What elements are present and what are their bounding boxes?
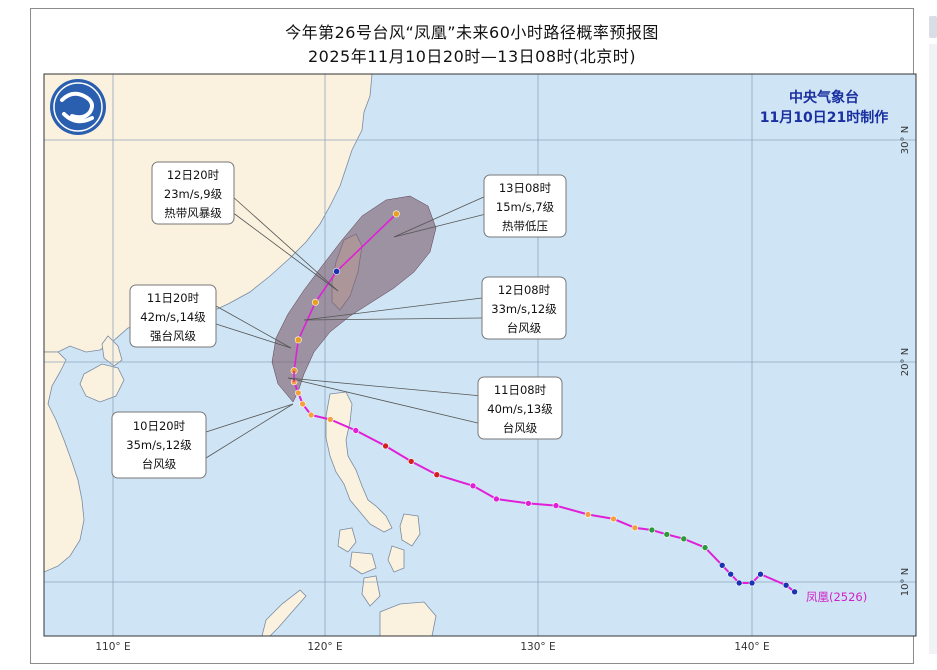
lon-label-140: 140° E xyxy=(734,641,769,653)
scrollbar-thumb[interactable] xyxy=(929,16,937,38)
callout-level: 热带风暴级 xyxy=(164,206,222,220)
observed-track-point xyxy=(469,482,477,490)
observed-track-point xyxy=(525,500,532,507)
observed-track-point xyxy=(735,579,743,587)
land-peninsula xyxy=(101,335,123,367)
observed-track-point xyxy=(433,471,441,479)
observed-track-point xyxy=(352,427,360,434)
probability-cone xyxy=(271,195,437,403)
land-leyte xyxy=(387,545,405,573)
callout-box-12d20: 12日20时 23m/s,9级 热带风暴级 xyxy=(151,161,235,225)
observed-track-point xyxy=(610,515,617,523)
observed-track-point xyxy=(552,502,560,509)
scrollbar-track[interactable] xyxy=(929,44,937,654)
observed-track-point xyxy=(407,458,415,465)
callout-wind: 42m/s,14级 xyxy=(140,310,206,324)
callout-level: 强台风级 xyxy=(150,329,196,343)
lat-label-30: 30° N xyxy=(900,126,911,154)
land-luzon xyxy=(325,391,393,533)
callout-box-12d08: 12日08时 33m/s,12级 台风级 xyxy=(481,276,567,340)
land-palawan xyxy=(261,589,307,636)
agency-made-time: 11月10日21时制作 xyxy=(760,109,888,126)
observed-track-point xyxy=(680,535,688,543)
observed-track-point xyxy=(748,579,756,587)
observed-track-point xyxy=(294,389,302,397)
land-negros xyxy=(361,575,381,607)
agency-name: 中央气象台 xyxy=(789,89,859,106)
forecast-track-point xyxy=(311,298,319,306)
land-samar xyxy=(399,513,421,547)
observed-track-point xyxy=(718,561,726,569)
callout-time: 12日08时 xyxy=(498,283,551,297)
lon-label-120: 120° E xyxy=(307,641,342,653)
observed-track-point xyxy=(663,531,671,538)
forecast-track-point xyxy=(392,210,400,218)
land-mindoro xyxy=(337,527,357,553)
callout-box-10d20: 10日20时 35m/s,12级 台风级 xyxy=(111,411,207,479)
callout-leaders xyxy=(205,195,487,459)
callout-level: 台风级 xyxy=(142,457,177,471)
observed-track-point xyxy=(493,495,500,503)
callout-time: 10日20时 xyxy=(133,419,186,433)
callout-level: 台风级 xyxy=(507,321,542,335)
lon-label-110: 110° E xyxy=(95,641,130,653)
land-vietnam xyxy=(44,351,85,573)
map-subtitle: 2025年11月10日20时—13日08时(北京时) xyxy=(307,47,636,66)
cma-logo xyxy=(50,79,106,135)
observed-track-point xyxy=(382,442,389,450)
callout-wind: 15m/s,7级 xyxy=(496,200,555,214)
land-panay xyxy=(349,551,377,575)
callout-time: 13日08时 xyxy=(499,181,552,195)
lon-label-130: 130° E xyxy=(520,641,555,653)
graticule xyxy=(44,74,916,636)
observed-track-point xyxy=(326,416,334,423)
callout-wind: 23m/s,9级 xyxy=(164,187,223,201)
map-title: 今年第26号台风“凤凰”未来60小时路径概率预报图 xyxy=(285,23,659,42)
forecast-track xyxy=(290,210,400,382)
callout-time: 11日20时 xyxy=(147,291,200,305)
observed-track xyxy=(290,378,798,596)
observed-track-point xyxy=(727,570,735,578)
forecast-track-point xyxy=(333,267,341,275)
map-border xyxy=(43,73,917,637)
observed-track-point xyxy=(701,544,709,551)
forecast-track-point xyxy=(294,336,302,344)
observed-track-point xyxy=(782,581,790,589)
callout-level: 热带低压 xyxy=(502,219,548,233)
callout-wind: 33m/s,12级 xyxy=(491,302,557,316)
callout-time: 11日08时 xyxy=(494,383,547,397)
observed-track-point xyxy=(757,570,764,578)
observed-track-point xyxy=(307,411,315,419)
callout-wind: 40m/s,13级 xyxy=(487,402,553,416)
callout-box-13d08: 13日08时 15m/s,7级 热带低压 xyxy=(483,174,567,238)
observed-track-point xyxy=(648,526,656,534)
observed-track-point xyxy=(631,524,639,532)
land-mindanao xyxy=(379,601,437,636)
lat-label-10: 10° N xyxy=(900,568,911,596)
observed-track-point xyxy=(791,588,798,596)
callout-wind: 35m/s,12级 xyxy=(126,438,192,452)
callout-box-11d20: 11日20时 42m/s,14级 强台风级 xyxy=(129,284,217,348)
observed-track-point xyxy=(299,400,306,408)
callout-level: 台风级 xyxy=(503,421,538,435)
observed-track-point xyxy=(584,511,592,518)
callout-box-11d08: 11日08时 40m/s,13级 台风级 xyxy=(477,376,563,440)
callout-time: 12日20时 xyxy=(167,168,220,182)
lat-label-20: 20° N xyxy=(900,348,911,376)
storm-name-label: 凤凰(2526) xyxy=(806,590,867,604)
